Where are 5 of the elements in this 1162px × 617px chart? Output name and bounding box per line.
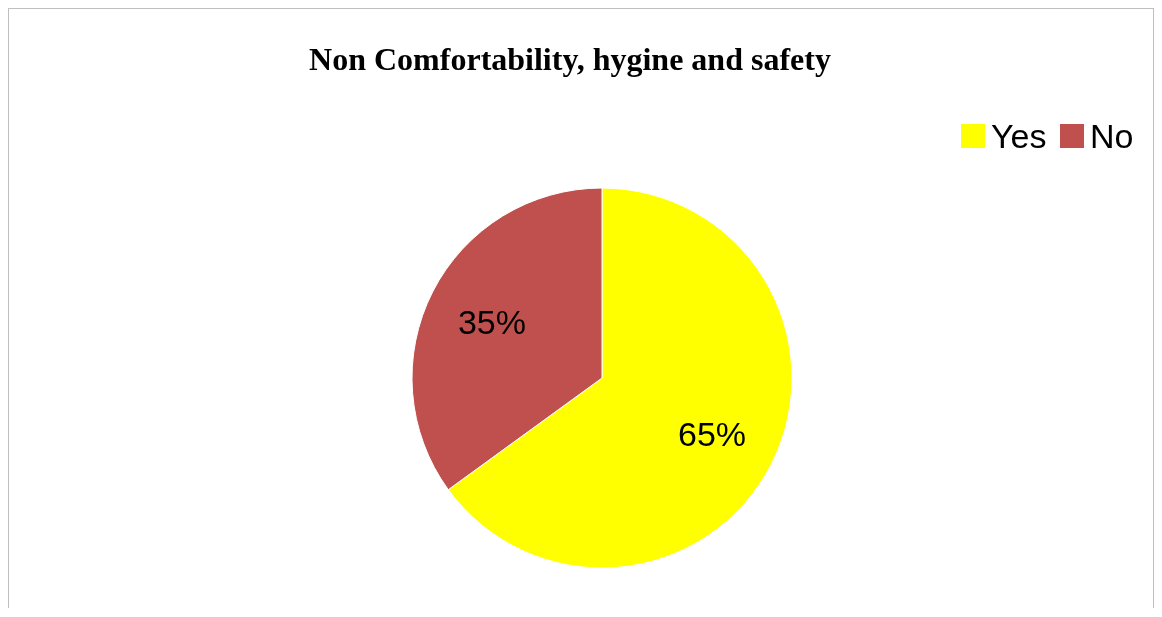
data-label: 35% [457,302,526,341]
legend-label: Yes [991,117,1047,155]
chart-title: Non Comfortability, hygine and safety [309,41,831,77]
legend-label: No [1090,117,1134,155]
data-label: 65% [678,415,747,454]
